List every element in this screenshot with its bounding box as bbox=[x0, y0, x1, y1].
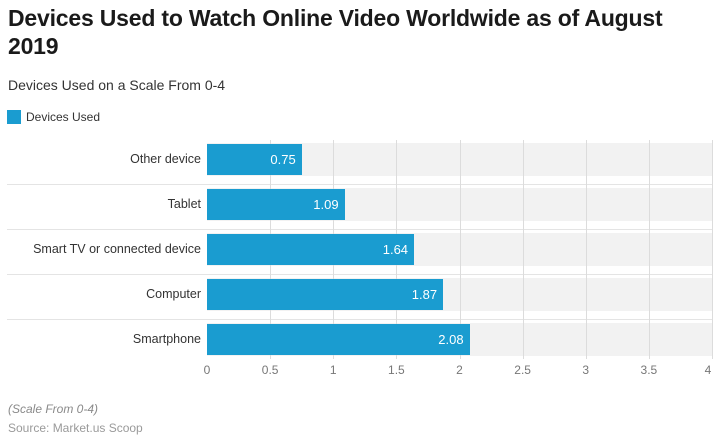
row-separator bbox=[7, 184, 712, 185]
bar-value-label: 0.75 bbox=[270, 152, 296, 167]
legend: Devices Used bbox=[7, 110, 100, 124]
x-tick-label: 0 bbox=[203, 363, 211, 377]
gridline bbox=[712, 140, 713, 359]
category-label: Other device bbox=[130, 152, 201, 166]
row-separator bbox=[7, 319, 712, 320]
gridline bbox=[585, 140, 587, 359]
category-label: Smart TV or connected device bbox=[33, 242, 201, 256]
category-label: Tablet bbox=[167, 197, 201, 211]
x-tick-label: 4 bbox=[704, 363, 712, 377]
bar[interactable]: 2.08 bbox=[207, 324, 470, 355]
chart-subtitle: Devices Used on a Scale From 0-4 bbox=[8, 77, 226, 93]
bar-value-label: 1.09 bbox=[313, 197, 339, 212]
x-tick-label: 2.5 bbox=[514, 363, 531, 377]
x-tick-label: 2 bbox=[456, 363, 463, 377]
bar-value-label: 2.08 bbox=[438, 332, 464, 347]
category-label: Smartphone bbox=[132, 332, 201, 346]
x-tick-label: 3.5 bbox=[640, 363, 658, 377]
bar[interactable]: 1.64 bbox=[207, 234, 415, 265]
source-text: Source: Market.us Scoop bbox=[8, 421, 143, 435]
bar-value-label: 1.64 bbox=[382, 242, 409, 257]
plot-area: 0.75 1.09 1.64 1.87 2.08 bbox=[7, 140, 713, 359]
x-tick-label: 1.5 bbox=[388, 363, 405, 377]
scale-note: (Scale From 0-4) bbox=[8, 402, 99, 416]
bar[interactable]: 0.75 bbox=[207, 144, 302, 175]
x-tick-label: 1 bbox=[329, 363, 337, 377]
row-separator bbox=[7, 229, 712, 230]
category-label: Computer bbox=[146, 287, 201, 301]
gridline bbox=[459, 140, 461, 359]
bar-value-label: 1.87 bbox=[411, 287, 438, 302]
bar[interactable]: 1.87 bbox=[207, 279, 444, 310]
x-tick-label: 0.5 bbox=[261, 363, 279, 377]
x-tick-label: 3 bbox=[582, 363, 590, 377]
bar[interactable]: 1.09 bbox=[207, 189, 345, 220]
gridline bbox=[648, 140, 650, 359]
chart-title: Devices Used to Watch Online Video World… bbox=[8, 5, 663, 59]
legend-swatch bbox=[7, 110, 21, 124]
row-separator bbox=[7, 274, 712, 275]
gridline bbox=[522, 140, 524, 359]
legend-label: Devices Used bbox=[26, 110, 101, 124]
x-axis: 0 0.5 1 1.5 2 2.5 3 3.5 4 bbox=[0, 363, 720, 379]
